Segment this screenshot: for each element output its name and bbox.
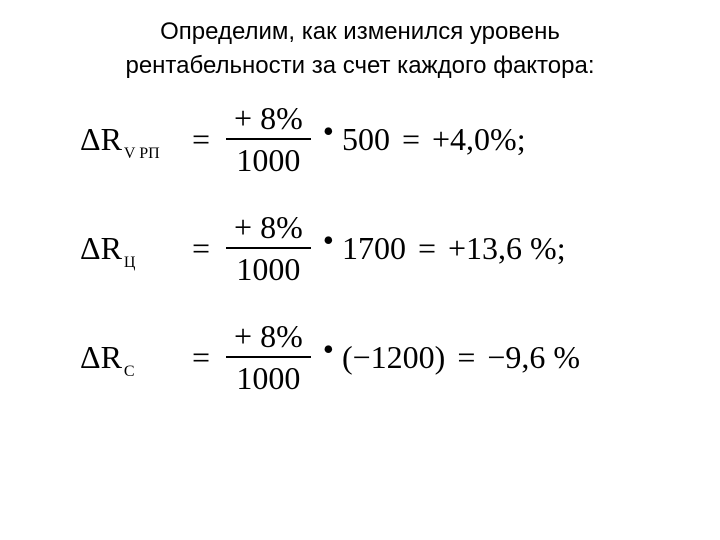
eq1-label: Δ R V РП [80, 121, 180, 158]
delta-symbol: Δ [80, 230, 101, 267]
equals-sign: = [402, 121, 420, 158]
eq2-denominator: 1000 [228, 249, 308, 285]
eq3-label: Δ R С [80, 339, 180, 376]
eq2-multiplier: 1700 [342, 230, 406, 267]
eq3-multiplier: (−1200) [342, 339, 445, 376]
multiply-dot: • [323, 331, 334, 368]
eq3-numerator: + 8% [226, 320, 311, 358]
eq1-subscript: V РП [124, 145, 160, 163]
eq3-fraction: + 8% 1000 [226, 320, 311, 394]
eq2-fraction: + 8% 1000 [226, 211, 311, 285]
header-line1: Определим, как изменился уровень [160, 18, 560, 45]
eq2-variable: R [101, 230, 122, 267]
equation-1: Δ R V РП = + 8% 1000 • 500 = +4,0%; [80, 102, 690, 176]
equals-sign: = [192, 230, 210, 267]
eq1-numerator: + 8% [226, 102, 311, 140]
eq2-label: Δ R Ц [80, 230, 180, 267]
eq1-result: +4,0%; [432, 121, 526, 158]
delta-symbol: Δ [80, 339, 101, 376]
eq1-multiplier: 500 [342, 121, 390, 158]
equation-2: Δ R Ц = + 8% 1000 • 1700 = +13,6 %; [80, 211, 690, 285]
equals-sign: = [418, 230, 436, 267]
eq3-subscript: С [124, 363, 135, 381]
multiply-dot: • [323, 222, 334, 259]
eq3-variable: R [101, 339, 122, 376]
eq1-fraction: + 8% 1000 [226, 102, 311, 176]
multiply-dot: • [323, 113, 334, 150]
header-line2: рентабельности за счет каждого фактора: [125, 52, 594, 79]
equations-container: Δ R V РП = + 8% 1000 • 500 = +4,0%; Δ R … [30, 102, 690, 394]
eq2-subscript: Ц [124, 254, 136, 272]
eq1-variable: R [101, 121, 122, 158]
eq3-denominator: 1000 [228, 358, 308, 394]
equals-sign: = [192, 339, 210, 376]
eq3-result: −9,6 % [487, 339, 580, 376]
eq1-denominator: 1000 [228, 140, 308, 176]
equation-3: Δ R С = + 8% 1000 • (−1200) = −9,6 % [80, 320, 690, 394]
equals-sign: = [192, 121, 210, 158]
equals-sign: = [457, 339, 475, 376]
eq2-result: +13,6 %; [448, 230, 566, 267]
delta-symbol: Δ [80, 121, 101, 158]
header-text: Определим, как изменился уровень рентабе… [30, 15, 690, 82]
eq2-numerator: + 8% [226, 211, 311, 249]
